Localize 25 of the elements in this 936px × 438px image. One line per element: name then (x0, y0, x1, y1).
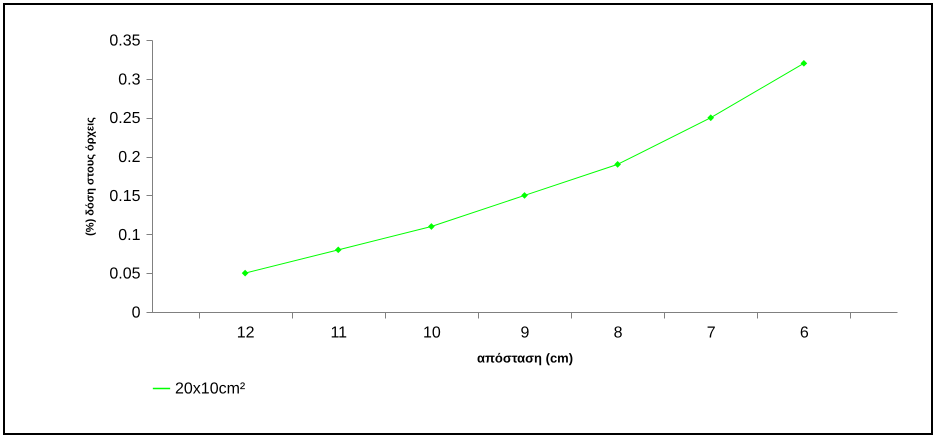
x-tick-label: 6 (800, 324, 809, 342)
x-tick-label: 9 (520, 324, 530, 342)
point (800, 60, 808, 67)
x-tick-label: 12 (236, 324, 255, 342)
x-tick-label: 8 (614, 324, 623, 342)
y-tick-label: 0.2 (118, 149, 141, 166)
point (614, 160, 621, 168)
point (707, 114, 714, 122)
y-tick-label: 0.15 (109, 188, 141, 205)
x-tick-label: 11 (330, 324, 348, 342)
y-tick-label: 0 (132, 304, 141, 322)
x-tick-label: 10 (422, 324, 441, 342)
y-tick-label: 0.35 (109, 32, 141, 50)
x-tick-label: 7 (706, 324, 716, 342)
y-tick-label: 0.05 (109, 266, 141, 283)
point (521, 192, 528, 199)
y-axis-title: (%) δόση στους όρχεις (84, 116, 96, 236)
point (242, 270, 248, 276)
legend-label: 20x10cm² (175, 380, 246, 398)
point (334, 246, 342, 254)
y-tick-label: 0.3 (118, 71, 141, 88)
y-tick-label: 0.1 (118, 226, 141, 244)
y-tick-label: 0.25 (109, 110, 141, 128)
point (428, 223, 435, 230)
x-axis-title: απόσταση (cm) (476, 350, 574, 366)
